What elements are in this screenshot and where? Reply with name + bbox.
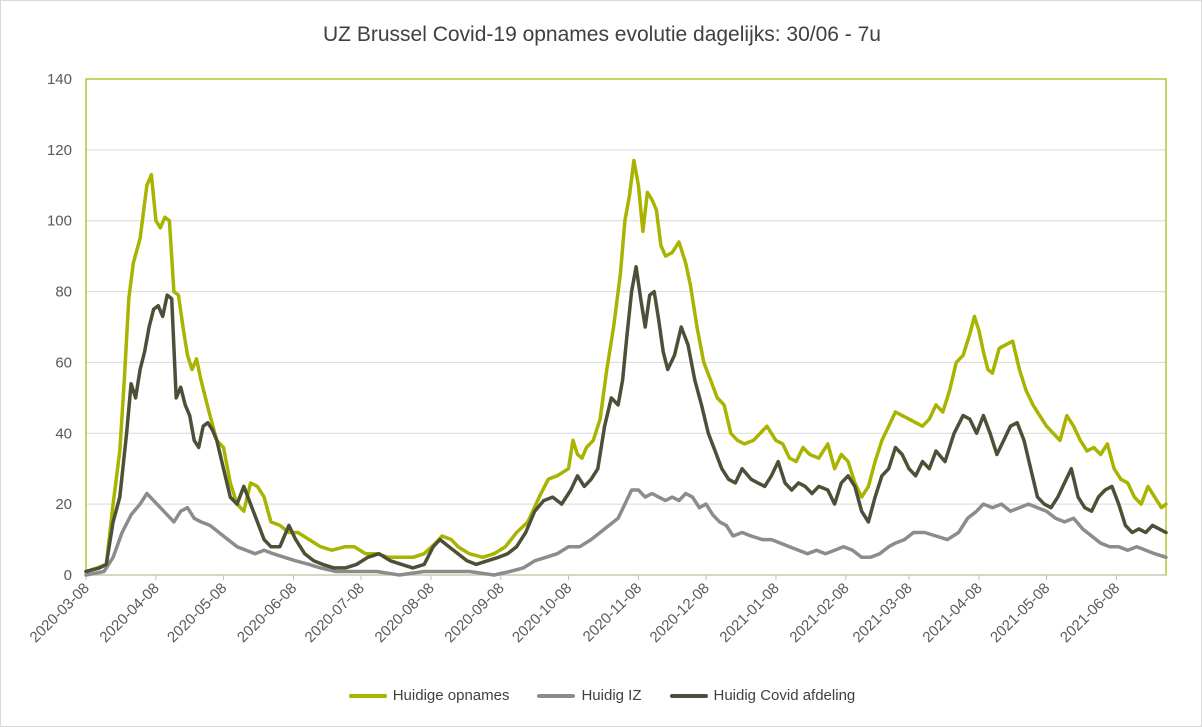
y-tick-label: 100 <box>47 213 72 230</box>
x-tick-label: 2020-07-08 <box>302 580 368 646</box>
x-tick-label: 2020-12-08 <box>647 580 713 646</box>
y-tick-label: 60 <box>55 354 72 371</box>
x-tick-label: 2021-02-08 <box>786 580 852 646</box>
x-tick-label: 2020-09-08 <box>441 580 507 646</box>
series-line-2 <box>84 488 1168 577</box>
x-tick-label: 2021-06-08 <box>1057 580 1123 646</box>
y-tick-label: 0 <box>64 567 72 584</box>
series-line-1 <box>84 158 1168 574</box>
x-tick-label: 2020-04-08 <box>96 580 162 646</box>
legend-swatch <box>348 693 387 698</box>
y-tick-label: 20 <box>55 496 72 513</box>
legend-label: Huidige opnames <box>392 687 510 704</box>
x-tick-label: 2020-08-08 <box>372 580 438 646</box>
x-tick-label: 2021-01-08 <box>716 580 782 646</box>
y-tick-label: 40 <box>55 425 72 442</box>
x-tick-label: 2021-05-08 <box>987 580 1053 646</box>
legend-item: Huidig IZ <box>537 687 642 704</box>
x-tick-label: 2020-05-08 <box>164 580 230 646</box>
x-tick-label: 2021-03-08 <box>850 580 916 646</box>
y-tick-label: 140 <box>47 71 72 88</box>
legend-item: Huidig Covid afdeling <box>669 687 856 704</box>
legend-swatch <box>669 693 708 698</box>
chart-legend: Huidige opnames Huidig IZ Huidig Covid afd… <box>1 687 1202 704</box>
chart-title: UZ Brussel Covid-19 opnames evolutie dag… <box>323 23 881 46</box>
x-tick-label: 2020-10-08 <box>509 580 575 646</box>
y-tick-label: 120 <box>47 142 72 159</box>
series-lines <box>84 158 1168 577</box>
grid-lines <box>86 149 1166 505</box>
legend-label: Huidig IZ <box>581 687 642 704</box>
x-tick-label: 2020-03-08 <box>27 580 93 646</box>
legend-item: Huidige opnames <box>348 687 510 704</box>
legend-label: Huidig Covid afdeling <box>713 687 856 704</box>
x-tick-label: 2020-06-08 <box>234 580 300 646</box>
x-tick-label: 2021-04-08 <box>919 580 985 646</box>
y-tick-label: 80 <box>55 284 72 301</box>
x-tick-label: 2020-11-08 <box>580 580 645 645</box>
legend-swatch <box>537 693 576 698</box>
series-line-3 <box>84 265 1168 574</box>
